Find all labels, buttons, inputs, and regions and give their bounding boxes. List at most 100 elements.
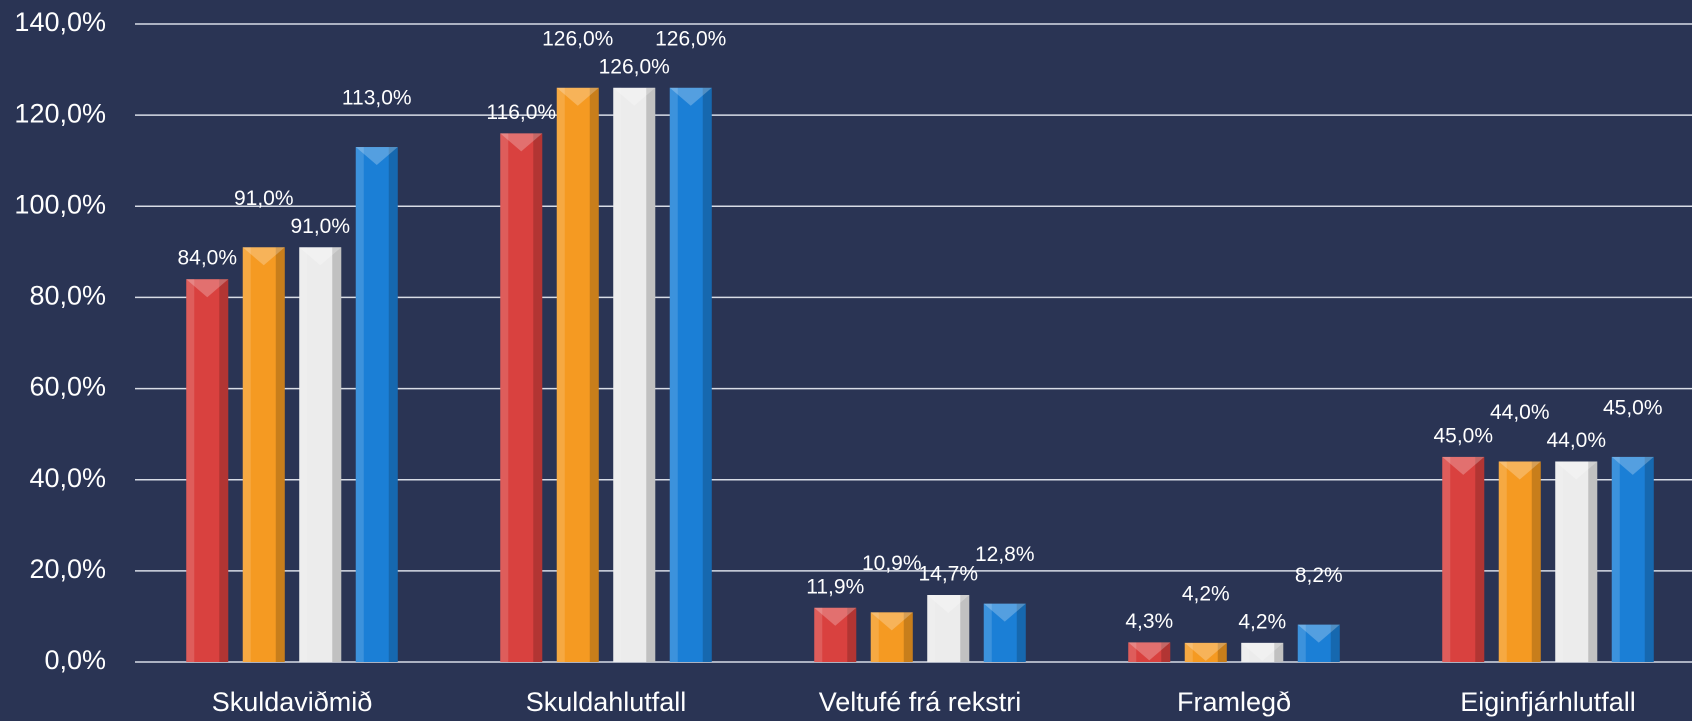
value-label: 11,9%	[806, 575, 864, 598]
value-label: 14,7%	[918, 563, 978, 586]
value-label: 126,0%	[655, 27, 726, 50]
bar-bevel	[1611, 456, 1654, 475]
bar	[870, 612, 913, 662]
bar	[613, 87, 656, 663]
bar-shade	[1531, 461, 1541, 662]
y-tick-label: 40,0%	[29, 463, 106, 493]
bar-shade	[847, 607, 857, 662]
bar-bevel	[1442, 456, 1485, 475]
y-tick-label: 100,0%	[14, 189, 106, 219]
bar-highlight	[500, 133, 509, 662]
y-tick-label: 80,0%	[29, 281, 106, 311]
bar	[814, 607, 857, 662]
bar	[983, 603, 1026, 662]
bar-highlight	[299, 247, 308, 663]
bar-shade	[960, 595, 970, 662]
bar	[1498, 461, 1541, 662]
bar-highlight	[983, 603, 992, 662]
value-label: 126,0%	[542, 27, 613, 50]
bar-shade	[1217, 642, 1227, 662]
value-label: 91,0%	[234, 187, 294, 210]
bar-shade	[646, 87, 656, 663]
bar-bevel	[613, 87, 656, 106]
bar-highlight	[613, 87, 622, 663]
bar-shade	[388, 147, 398, 663]
value-label: 44,0%	[1546, 429, 1606, 452]
x-tick-label: Skuldahlutfall	[526, 687, 687, 717]
bar-shade	[1644, 456, 1654, 662]
bar-highlight	[1128, 642, 1137, 662]
bar-bevel	[500, 133, 543, 152]
y-tick-label: 60,0%	[29, 372, 106, 402]
bar-highlight	[1184, 642, 1193, 662]
bar-highlight	[1498, 461, 1507, 662]
bar-bevel	[242, 247, 285, 266]
bar	[1241, 642, 1284, 662]
bar-shade	[903, 612, 913, 662]
bar-bevel	[186, 279, 229, 298]
bar	[927, 595, 970, 662]
bar	[186, 279, 229, 662]
bar-shade	[702, 87, 712, 663]
bar-shade	[589, 87, 599, 663]
value-label: 91,0%	[290, 215, 350, 238]
bar-shade	[1330, 624, 1340, 662]
x-tick-label: Veltufé frá rekstri	[819, 687, 1022, 717]
bar-bevel	[814, 607, 857, 626]
value-label: 45,0%	[1603, 396, 1663, 419]
bar-shade	[275, 247, 285, 663]
bar-shade	[1588, 461, 1598, 662]
bar	[1184, 642, 1227, 662]
bar-shade	[332, 247, 342, 663]
value-label: 4,3%	[1125, 610, 1173, 633]
bar-bevel	[1128, 642, 1171, 661]
bar	[556, 87, 599, 663]
value-label: 4,2%	[1238, 610, 1286, 633]
bar-highlight	[1555, 461, 1564, 662]
bar-highlight	[1241, 642, 1250, 662]
bar-highlight	[355, 147, 364, 663]
value-label: 126,0%	[599, 55, 670, 78]
value-label: 4,2%	[1182, 582, 1230, 605]
bar-highlight	[242, 247, 251, 663]
value-label: 44,0%	[1490, 401, 1550, 424]
value-label: 8,2%	[1295, 564, 1343, 587]
bar-highlight	[669, 87, 678, 663]
value-label: 12,8%	[975, 543, 1035, 566]
bar-bevel	[556, 87, 599, 106]
value-label: 84,0%	[177, 247, 237, 270]
y-tick-label: 0,0%	[44, 645, 106, 675]
value-label: 45,0%	[1433, 424, 1493, 447]
bar-shade	[1161, 642, 1171, 662]
bar	[500, 133, 543, 662]
bar-bevel	[1498, 461, 1541, 480]
bar-bevel	[1241, 642, 1284, 661]
bar-shade	[533, 133, 543, 662]
bar-bevel	[1184, 642, 1227, 661]
bar-shade	[1475, 456, 1485, 662]
bar-shade	[219, 279, 229, 662]
bar-shade	[1016, 603, 1026, 662]
bar-highlight	[1297, 624, 1306, 662]
bar	[299, 247, 342, 663]
bar-bevel	[355, 147, 398, 166]
bar-highlight	[870, 612, 879, 662]
bar	[355, 147, 398, 663]
bar-highlight	[814, 607, 823, 662]
bar-highlight	[1611, 456, 1620, 662]
bar	[669, 87, 712, 663]
bar-shade	[1274, 642, 1284, 662]
y-tick-label: 20,0%	[29, 554, 106, 584]
bar-bevel	[1297, 624, 1340, 643]
bar	[1611, 456, 1654, 662]
y-tick-label: 120,0%	[14, 98, 106, 128]
bar-highlight	[927, 595, 936, 662]
bar-bevel	[870, 612, 913, 631]
y-tick-label: 140,0%	[14, 7, 106, 37]
bar	[1555, 461, 1598, 662]
bar-highlight	[556, 87, 565, 663]
bar	[1297, 624, 1340, 662]
bar	[1128, 642, 1171, 662]
